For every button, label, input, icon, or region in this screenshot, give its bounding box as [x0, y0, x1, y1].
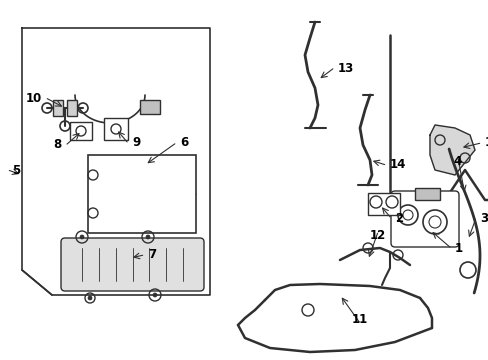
- Circle shape: [146, 235, 150, 239]
- Bar: [367, 193, 399, 215]
- Text: 14: 14: [389, 158, 406, 171]
- Bar: [140, 100, 160, 114]
- Bar: [88, 155, 196, 233]
- Circle shape: [153, 293, 157, 297]
- Text: 12: 12: [369, 229, 386, 242]
- Polygon shape: [429, 125, 474, 175]
- Text: 3: 3: [479, 211, 487, 225]
- FancyBboxPatch shape: [390, 191, 458, 247]
- Circle shape: [80, 235, 84, 239]
- Text: 4: 4: [453, 155, 461, 168]
- Text: 8: 8: [54, 139, 62, 152]
- Text: 6: 6: [180, 136, 188, 149]
- Text: 1: 1: [454, 242, 462, 255]
- Circle shape: [88, 296, 92, 300]
- Text: 13: 13: [337, 62, 353, 75]
- Bar: [104, 118, 128, 140]
- Text: 2: 2: [394, 211, 402, 225]
- Bar: [70, 122, 92, 140]
- Bar: [414, 188, 439, 200]
- Text: 5: 5: [12, 163, 20, 176]
- Text: 15: 15: [484, 136, 488, 149]
- Bar: [53, 100, 63, 116]
- Bar: [67, 100, 77, 116]
- Text: 11: 11: [351, 313, 367, 326]
- Text: 9: 9: [132, 136, 140, 149]
- Text: 10: 10: [26, 91, 42, 104]
- Text: 7: 7: [148, 248, 156, 261]
- FancyBboxPatch shape: [61, 238, 203, 291]
